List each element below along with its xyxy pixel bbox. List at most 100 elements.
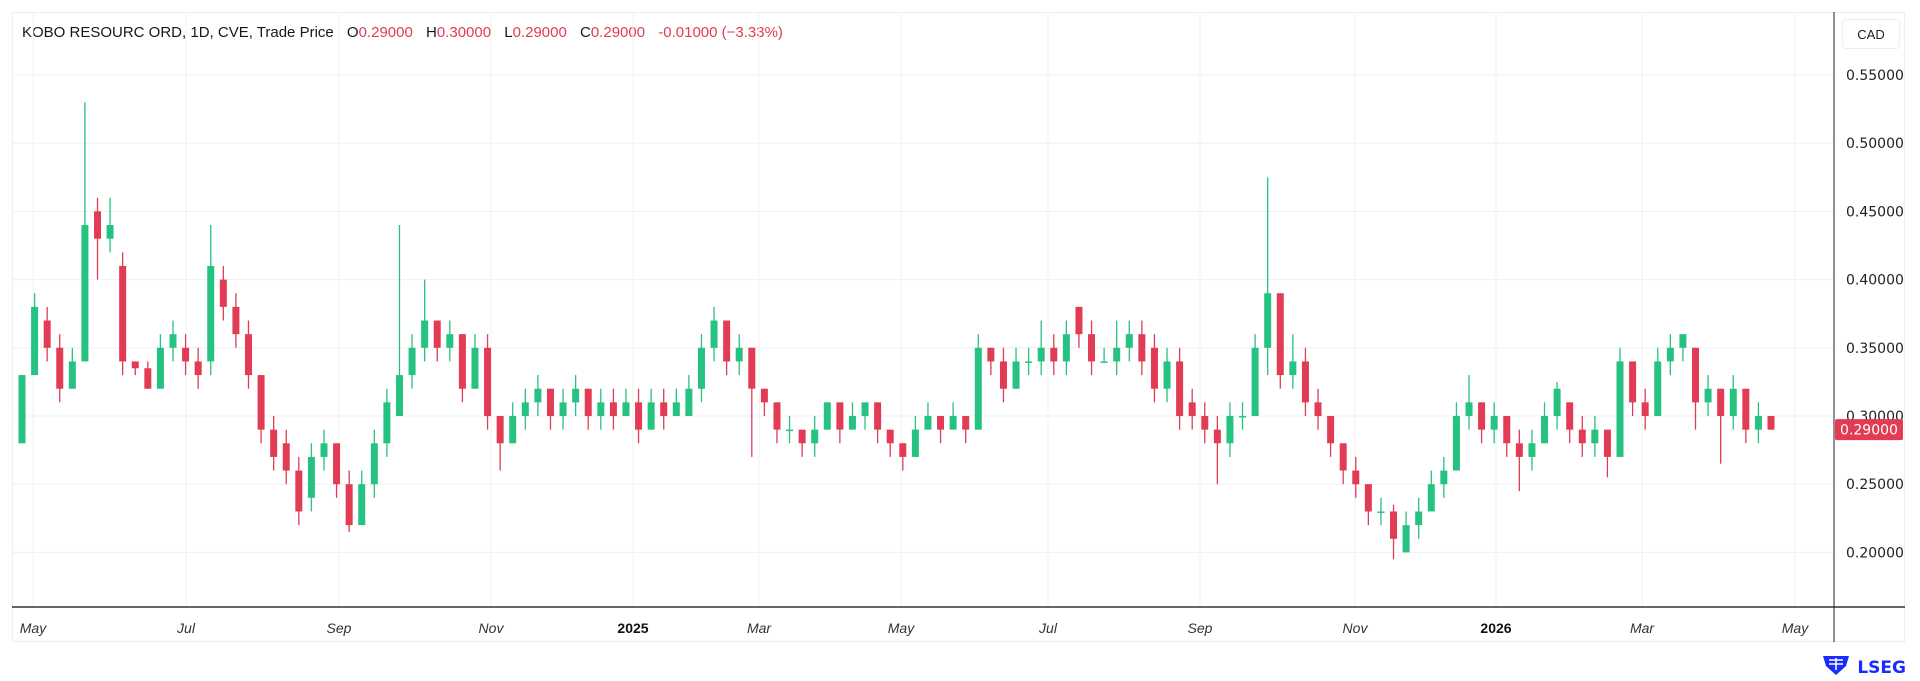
candle <box>1452 402 1460 471</box>
last-price-label: 0.29000 <box>1840 423 1898 439</box>
x-tick-label: May <box>888 620 915 636</box>
x-tick-label: Mar <box>747 620 772 636</box>
candle-body <box>1692 347 1700 403</box>
candle-body <box>962 416 970 430</box>
candle-body <box>1276 293 1284 376</box>
candle <box>446 320 454 362</box>
candle-body <box>1415 511 1423 526</box>
low-value: 0.29000 <box>512 24 567 41</box>
candle <box>521 388 529 430</box>
candle-body <box>182 347 190 362</box>
candle <box>836 402 844 444</box>
candle <box>1641 388 1649 430</box>
candle-body <box>395 375 403 416</box>
candle <box>144 361 152 389</box>
candle <box>1541 402 1549 444</box>
candle <box>182 334 190 376</box>
candle-body <box>735 347 743 362</box>
low-label: L <box>504 24 513 41</box>
candle <box>1012 347 1020 389</box>
candle-body <box>144 368 152 389</box>
candle <box>370 429 378 498</box>
candle-body <box>270 429 278 457</box>
candle-body <box>823 402 831 430</box>
chart-legend-header: KOBO RESOURC ORD, 1D, CVE, Trade Price O… <box>22 24 783 41</box>
candle <box>999 347 1007 403</box>
candle-body <box>924 416 932 430</box>
candle-body <box>1226 416 1234 444</box>
candle-body <box>1729 388 1737 416</box>
candle-body <box>433 320 441 348</box>
candle <box>421 279 429 362</box>
candle <box>962 416 970 444</box>
candle-body <box>1100 361 1108 363</box>
candle <box>1591 416 1599 457</box>
last-price-marker: 0.29000 <box>1835 419 1903 441</box>
symbol-label: KOBO RESOURC ORD, 1D, CVE, Trade Price <box>22 24 334 41</box>
change-value: -0.01000 (−3.33%) <box>658 24 783 41</box>
candle-body <box>295 470 303 512</box>
x-tick-label: May <box>20 620 47 636</box>
candle <box>509 402 517 444</box>
candle-body <box>1654 361 1662 416</box>
candle <box>811 416 819 457</box>
candle-body <box>974 347 982 430</box>
x-tick-label: May <box>1782 620 1809 636</box>
candle <box>1314 388 1322 430</box>
candle-body <box>1050 347 1058 362</box>
x-tick-label: Nov <box>479 620 505 636</box>
candle-body <box>1125 334 1133 348</box>
candle-body <box>484 347 492 416</box>
candle <box>1163 347 1171 403</box>
candle <box>307 443 315 512</box>
candle <box>1440 456 1448 498</box>
currency-button[interactable]: CAD <box>1842 19 1900 49</box>
candle-body <box>1201 416 1209 430</box>
logo-text: LSEG <box>1857 657 1906 678</box>
candle-body <box>1616 361 1624 457</box>
candle <box>408 334 416 389</box>
candle-body <box>534 388 542 403</box>
candle <box>1088 320 1096 376</box>
candle <box>458 334 466 403</box>
close-value: 0.29000 <box>590 24 646 41</box>
candle <box>710 306 718 362</box>
candle <box>219 265 227 321</box>
candle-body <box>609 402 617 416</box>
candle <box>572 375 580 416</box>
candle-body <box>584 388 592 416</box>
candle-body <box>1289 361 1297 376</box>
candle-body <box>282 443 290 471</box>
candle-body <box>899 443 907 457</box>
candle <box>1603 429 1611 478</box>
candle-body <box>408 347 416 376</box>
candle-body <box>207 265 215 362</box>
candle-body <box>1679 334 1687 348</box>
candle-body <box>1113 347 1121 362</box>
x-axis-ticks: May Jul Sep Nov 2025 Mar May Jul Sep Nov 2026 Mar Ma… <box>20 620 1809 636</box>
candle-body <box>43 320 51 348</box>
candle-body <box>1163 361 1171 389</box>
candle <box>735 334 743 376</box>
candle-body <box>93 211 101 239</box>
y-tick-label: 0.55000 <box>1846 68 1904 84</box>
candle <box>194 347 202 389</box>
candle-body <box>131 361 139 369</box>
candle-body <box>1578 429 1586 444</box>
candle <box>1704 375 1712 416</box>
candle <box>546 388 554 430</box>
candle <box>282 429 290 485</box>
candle-body <box>987 347 995 362</box>
candle-body <box>886 429 894 444</box>
candle <box>496 416 504 471</box>
candle-body <box>1352 470 1360 485</box>
candle <box>320 429 328 471</box>
lion-crest-icon <box>1821 654 1851 681</box>
high-label: H <box>426 24 437 41</box>
x-tick-label: Nov <box>1343 620 1369 636</box>
candle <box>1226 402 1234 457</box>
candle-body <box>458 334 466 389</box>
candle <box>1213 416 1221 485</box>
candle-body <box>874 402 882 430</box>
